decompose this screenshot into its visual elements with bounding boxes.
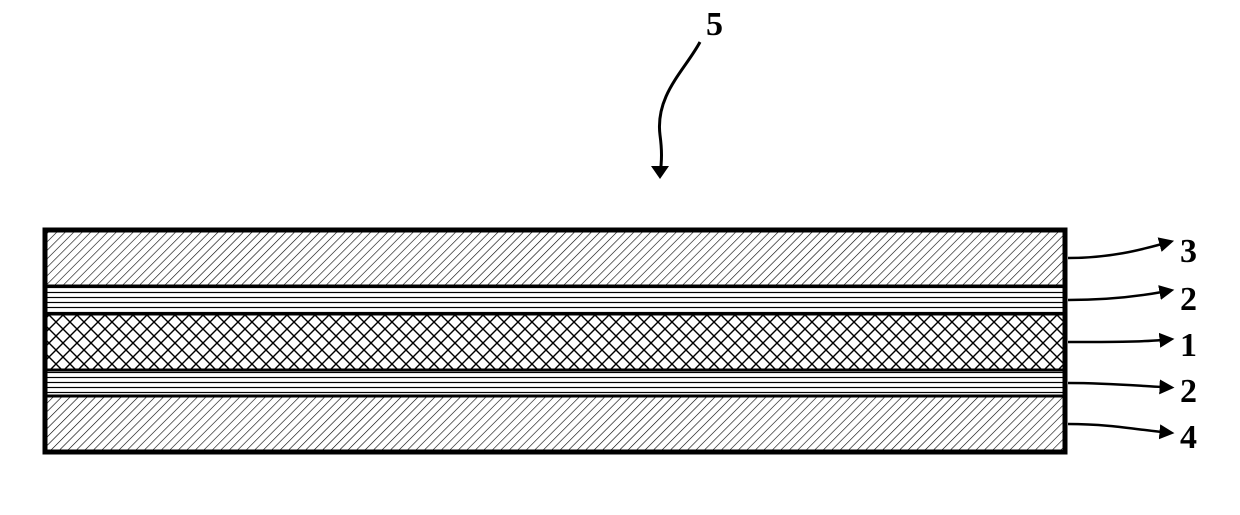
callout-4-4: 4 (1068, 419, 1197, 456)
diagram-canvas: 5 3 2 1 2 4 (0, 0, 1240, 515)
callout-leader (1068, 424, 1162, 432)
layer-1-core (45, 314, 1065, 370)
callout-label: 1 (1180, 327, 1197, 364)
assembly-arrow-head (651, 166, 669, 179)
callout-2-3: 2 (1068, 373, 1197, 410)
callout-leader (1068, 383, 1162, 387)
layer-2-upper (45, 286, 1065, 314)
callout-leader (1068, 292, 1162, 300)
assembly-arrow-curve (659, 42, 700, 175)
callout-label: 4 (1180, 419, 1197, 456)
layer-stack (45, 230, 1065, 452)
assembly-label: 5 (706, 6, 723, 43)
callout-label: 3 (1180, 233, 1197, 270)
callout-2-1: 2 (1068, 281, 1197, 318)
callout-leader (1068, 340, 1162, 342)
layer-3-top (45, 230, 1065, 286)
layer-2-lower (45, 370, 1065, 396)
callout-3-0: 3 (1068, 233, 1197, 270)
callout-leader (1068, 244, 1162, 258)
layer-4-bottom (45, 396, 1065, 452)
callout-label: 2 (1180, 373, 1197, 410)
callout-label: 2 (1180, 281, 1197, 318)
callout-1-2: 1 (1068, 327, 1197, 364)
